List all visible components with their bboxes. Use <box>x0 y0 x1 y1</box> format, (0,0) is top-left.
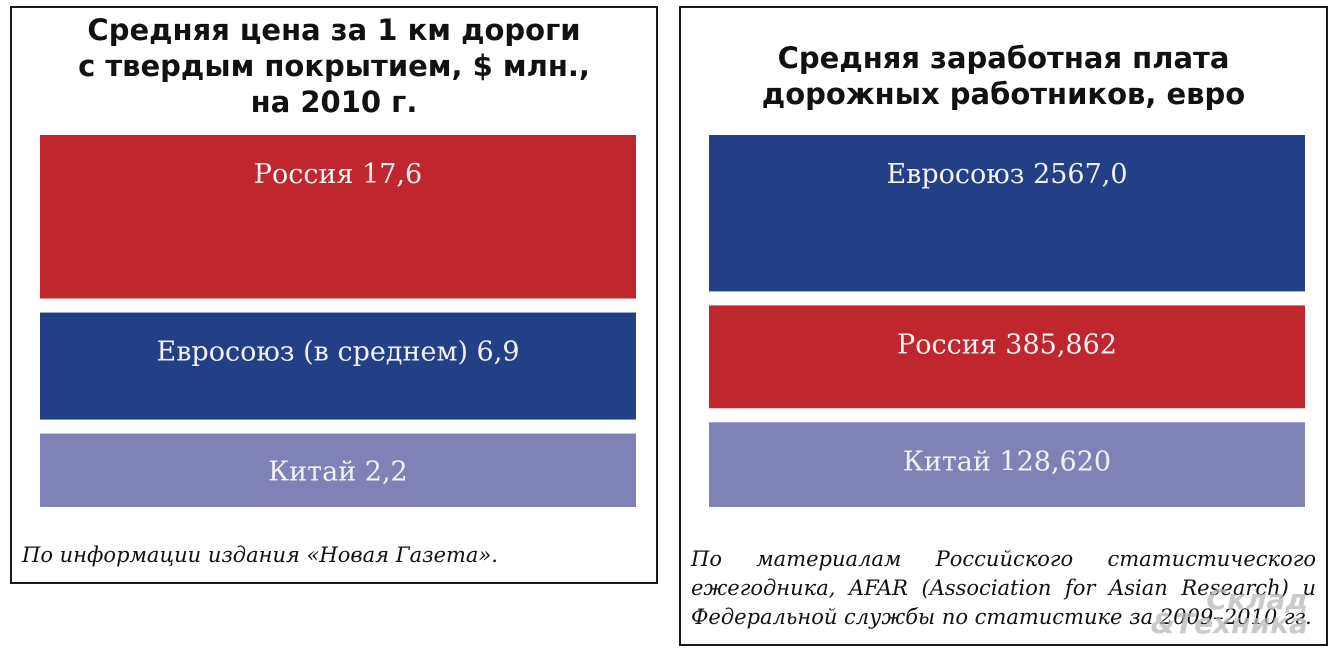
bar-2 <box>709 422 1305 507</box>
bar-label-2: Китай 128,620 <box>903 446 1111 477</box>
source-note: По материалам Российского статистическог… <box>691 547 1316 629</box>
watermark-line: &Техника <box>1150 607 1308 640</box>
watermark-logo: Склад &Техника <box>1150 583 1308 640</box>
bar-label-0: Россия 17,6 <box>254 159 422 190</box>
chart-title: Средняя заработная плата дорожных работн… <box>761 41 1246 111</box>
bar-chart-salary: Евросоюз 2567,0 Россия 385,862 Китай 128,6… <box>709 135 1305 507</box>
source-note: По информации издания «Новая Газета». <box>22 543 498 567</box>
bar-label-2: Китай 2,2 <box>268 456 407 487</box>
bar-1 <box>40 312 636 420</box>
bar-label-1: Евросоюз (в среднем) 6,9 <box>157 337 520 368</box>
bar-0 <box>40 135 636 299</box>
chart-panel-road-cost: Средняя цена за 1 км дороги с твердым по… <box>10 6 658 584</box>
bar-chart-road-cost: Россия 17,6 Евросоюз (в среднем) 6,9 Китай… <box>40 135 636 507</box>
watermark-line: Склад <box>1206 583 1308 616</box>
bar-0 <box>709 135 1305 292</box>
bar-label-0: Евросоюз 2567,0 <box>886 159 1127 190</box>
bar-2 <box>40 433 636 507</box>
bar-1 <box>709 305 1305 409</box>
bar-label-1: Россия 385,862 <box>897 329 1117 360</box>
chart-title: Средняя цена за 1 км дороги с твердым по… <box>78 13 590 119</box>
chart-panel-salary: Средняя заработная плата дорожных работн… <box>679 6 1328 646</box>
